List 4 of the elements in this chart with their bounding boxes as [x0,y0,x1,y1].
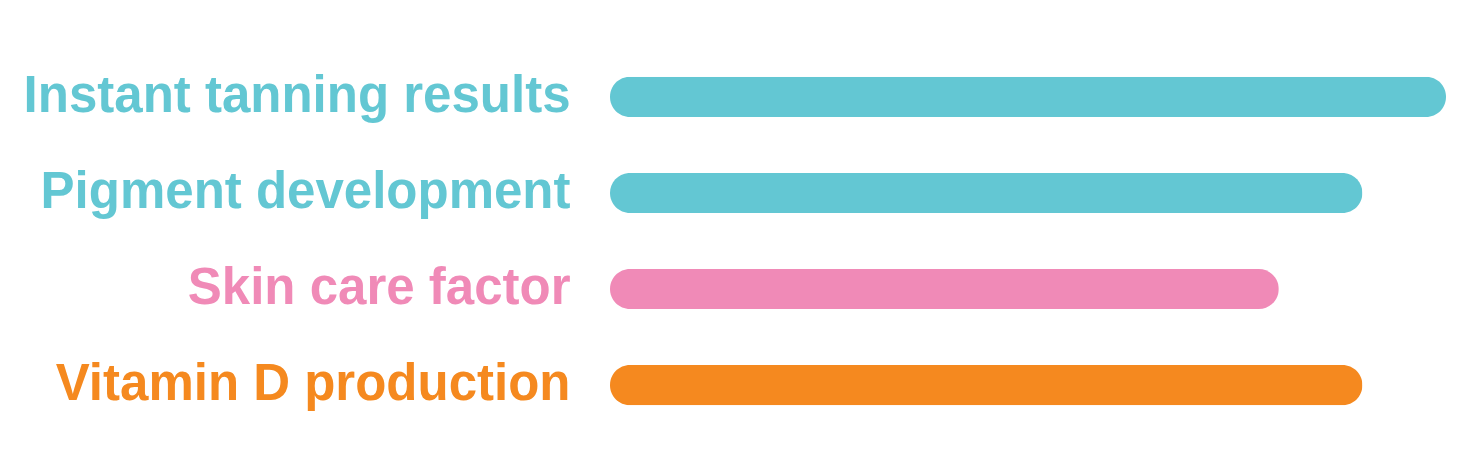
y-tick-label: Pigment development [40,161,571,219]
y-tick-label: Vitamin D production [55,354,571,412]
y-tick-label: Instant tanning results [23,65,571,123]
y-tick-label: Skin care factor [187,258,571,316]
